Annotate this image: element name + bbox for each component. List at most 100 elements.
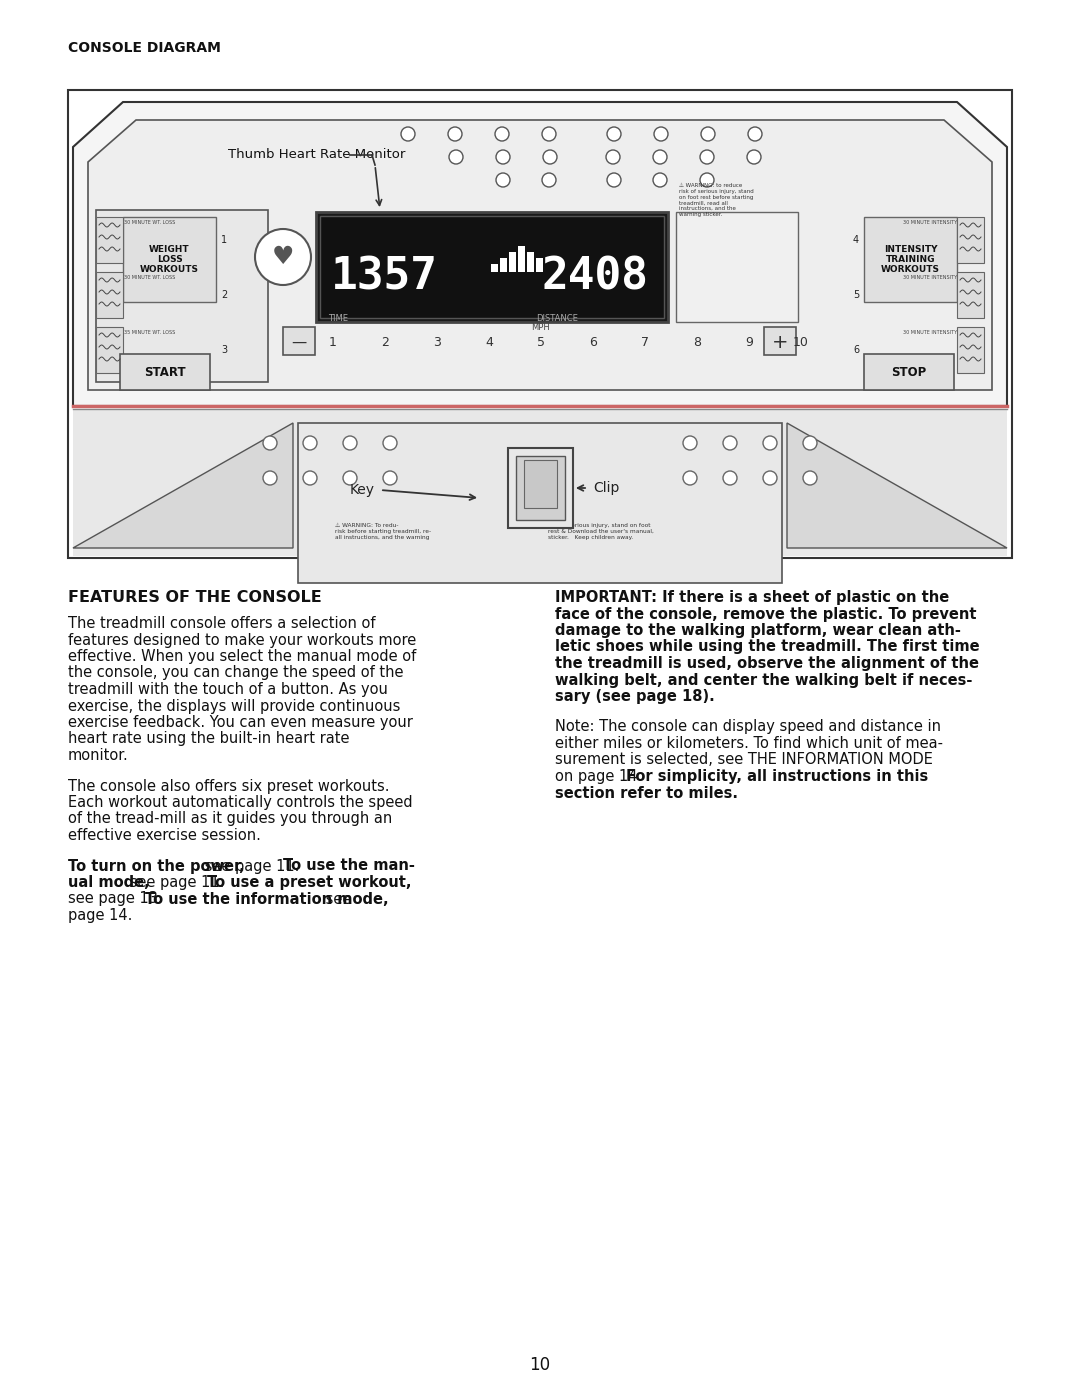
Text: 5: 5 <box>853 291 859 300</box>
Text: face of the console, remove the plastic. To prevent: face of the console, remove the plastic.… <box>555 606 976 622</box>
Text: effective. When you select the manual mode of: effective. When you select the manual mo… <box>68 650 416 664</box>
Text: 35 MINUTE WT. LOSS: 35 MINUTE WT. LOSS <box>124 330 175 335</box>
Text: To use the man-: To use the man- <box>283 859 415 873</box>
Text: sary (see page 18).: sary (see page 18). <box>555 689 715 704</box>
Bar <box>527 251 534 272</box>
Text: 30 MINUTE INTENSITY: 30 MINUTE INTENSITY <box>904 330 958 335</box>
Text: see page 11.: see page 11. <box>124 875 229 890</box>
Bar <box>957 327 984 373</box>
Text: 3: 3 <box>221 345 227 355</box>
Bar <box>957 217 984 263</box>
Bar <box>518 246 525 272</box>
Circle shape <box>542 173 556 187</box>
Circle shape <box>654 127 669 141</box>
Circle shape <box>542 127 556 141</box>
Text: page 14.: page 14. <box>68 908 133 923</box>
Text: risk of serious injury, stand on foot
rest & Download the user's manual,
sticker: risk of serious injury, stand on foot re… <box>548 522 653 539</box>
Text: CONSOLE DIAGRAM: CONSOLE DIAGRAM <box>68 41 221 54</box>
Text: —: — <box>292 334 307 349</box>
Circle shape <box>653 149 667 163</box>
Text: For simplicity, all instructions in this: For simplicity, all instructions in this <box>625 768 928 784</box>
Circle shape <box>804 471 816 485</box>
Circle shape <box>496 173 510 187</box>
Bar <box>68 89 1012 557</box>
Bar <box>96 272 123 319</box>
Circle shape <box>495 127 509 141</box>
Bar <box>96 217 123 263</box>
Text: on page 14.: on page 14. <box>555 768 647 784</box>
Text: walking belt, and center the walking belt if neces-: walking belt, and center the walking bel… <box>555 672 972 687</box>
Text: exercise feedback. You can even measure your: exercise feedback. You can even measure … <box>68 715 413 731</box>
Circle shape <box>264 471 276 485</box>
Text: 30 MINUTE WT. LOSS: 30 MINUTE WT. LOSS <box>124 219 175 225</box>
Bar <box>516 455 565 520</box>
Circle shape <box>747 149 761 163</box>
Text: surement is selected, see THE INFORMATION MODE: surement is selected, see THE INFORMATIO… <box>555 753 933 767</box>
Text: 4: 4 <box>485 335 492 348</box>
Text: 5: 5 <box>537 335 545 348</box>
Bar <box>283 327 315 355</box>
Bar <box>491 264 498 272</box>
Text: 1357: 1357 <box>330 256 438 299</box>
Circle shape <box>303 471 318 485</box>
Text: the treadmill is used, observe the alignment of the: the treadmill is used, observe the align… <box>555 657 978 671</box>
Text: TIME: TIME <box>328 314 348 323</box>
Circle shape <box>383 471 397 485</box>
Text: letic shoes while using the treadmill. The first time: letic shoes while using the treadmill. T… <box>555 640 980 655</box>
Text: WEIGHT
LOSS
WORKOUTS: WEIGHT LOSS WORKOUTS <box>140 244 199 274</box>
Text: either miles or kilometers. To find which unit of mea-: either miles or kilometers. To find whic… <box>555 736 943 752</box>
Circle shape <box>762 436 777 450</box>
Text: 1: 1 <box>221 235 227 244</box>
Circle shape <box>607 173 621 187</box>
Text: features designed to make your workouts more: features designed to make your workouts … <box>68 633 416 647</box>
Circle shape <box>383 436 397 450</box>
Circle shape <box>255 229 311 285</box>
Bar <box>96 327 123 373</box>
Text: see page 13.: see page 13. <box>68 891 167 907</box>
Text: Clip: Clip <box>593 481 619 495</box>
Circle shape <box>701 127 715 141</box>
Text: treadmill with the touch of a button. As you: treadmill with the touch of a button. As… <box>68 682 388 697</box>
Text: IMPORTANT: If there is a sheet of plastic on the: IMPORTANT: If there is a sheet of plasti… <box>555 590 949 605</box>
Text: or: or <box>536 479 544 488</box>
Bar <box>120 353 210 390</box>
Circle shape <box>343 471 357 485</box>
Text: The treadmill console offers a selection of: The treadmill console offers a selection… <box>68 616 376 631</box>
Circle shape <box>449 149 463 163</box>
Text: ♥: ♥ <box>272 244 294 270</box>
Text: FEATURES OF THE CONSOLE: FEATURES OF THE CONSOLE <box>68 590 322 605</box>
Bar <box>73 409 1007 556</box>
Text: ⚠ WARNING: to reduce
risk of serious injury, stand
on foot rest before starting
: ⚠ WARNING: to reduce risk of serious inj… <box>679 183 754 217</box>
Circle shape <box>700 173 714 187</box>
Bar <box>500 258 507 272</box>
Circle shape <box>606 149 620 163</box>
Bar <box>524 460 557 509</box>
Text: section refer to miles.: section refer to miles. <box>555 785 738 800</box>
Circle shape <box>512 455 568 511</box>
Text: see page 11.: see page 11. <box>200 859 305 873</box>
Bar <box>864 353 954 390</box>
Text: Each workout automatically controls the speed: Each workout automatically controls the … <box>68 795 413 810</box>
Bar <box>298 423 782 583</box>
Text: INTENSITY
TRAINING
WORKOUTS: INTENSITY TRAINING WORKOUTS <box>881 244 940 274</box>
Circle shape <box>543 149 557 163</box>
Circle shape <box>804 436 816 450</box>
Bar <box>764 327 796 355</box>
Bar <box>536 258 543 272</box>
Text: ⚠ WARNING: To redu-
risk before starting treadmill, re-
all instructions, and th: ⚠ WARNING: To redu- risk before starting… <box>335 522 431 539</box>
Bar <box>508 448 573 528</box>
Text: To use a preset workout,: To use a preset workout, <box>207 875 411 890</box>
Text: The console also offers six preset workouts.: The console also offers six preset worko… <box>68 778 390 793</box>
Text: effective exercise session.: effective exercise session. <box>68 828 261 842</box>
Circle shape <box>401 127 415 141</box>
Bar <box>123 217 216 302</box>
Text: START: START <box>145 366 186 379</box>
Text: the console, you can change the speed of the: the console, you can change the speed of… <box>68 665 404 680</box>
Text: 3: 3 <box>433 335 441 348</box>
Polygon shape <box>87 120 993 390</box>
Bar <box>509 251 516 272</box>
Circle shape <box>522 465 558 502</box>
Text: 2: 2 <box>221 291 227 300</box>
Text: ual mode,: ual mode, <box>68 875 150 890</box>
Circle shape <box>683 471 697 485</box>
